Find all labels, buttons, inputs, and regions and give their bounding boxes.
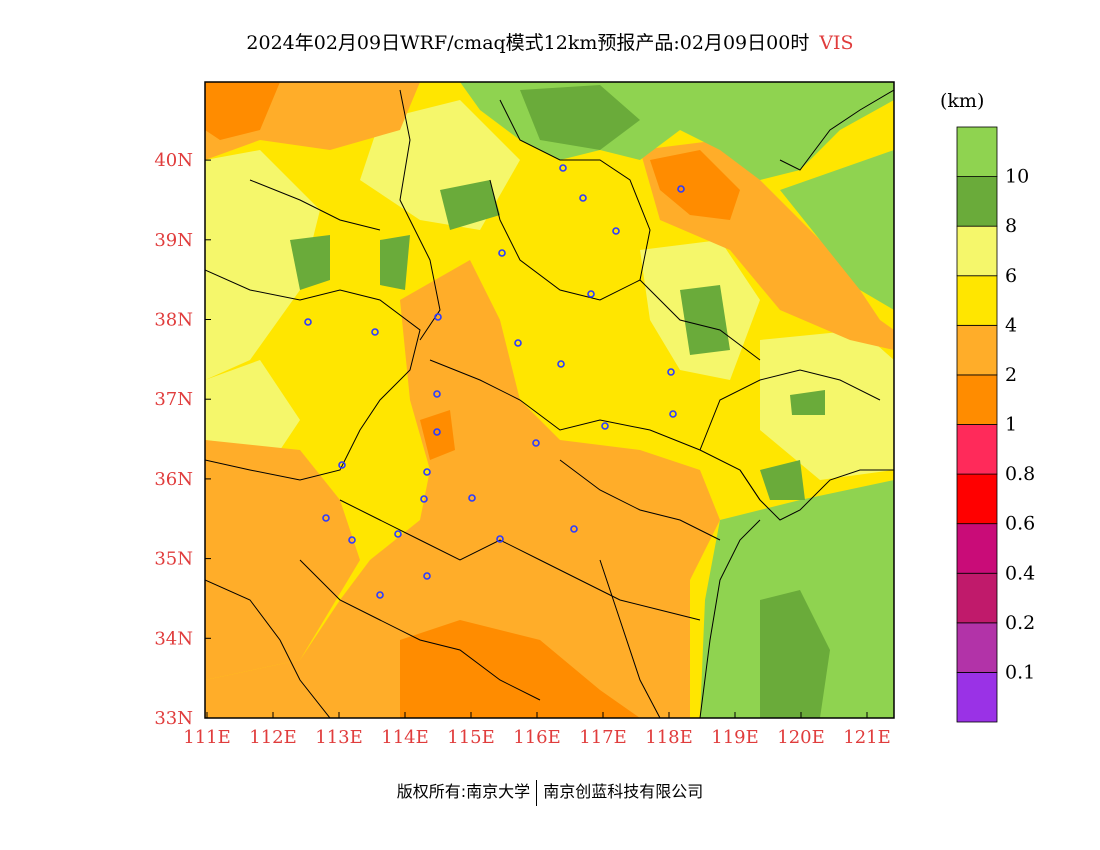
y-tick-label: 39N (154, 230, 193, 251)
colorbar-label: 0.2 (1005, 612, 1035, 634)
x-tick-label: 111E (183, 727, 231, 748)
colorbar-segment (956, 126, 998, 177)
colorbar-label: 8 (1005, 215, 1017, 237)
y-tick-label: 33N (154, 708, 193, 729)
copyright-footer: 版权所有:南京大学 南京创蓝科技有限公司 (0, 778, 1100, 806)
title-variable: VIS (819, 32, 854, 54)
y-tick-label: 35N (154, 549, 193, 570)
colorbar-segment (956, 225, 998, 277)
x-tick-label: 113E (315, 727, 363, 748)
x-tick-label: 116E (513, 727, 561, 748)
colorbar-segment (956, 523, 998, 574)
y-tick-label: 37N (154, 389, 193, 410)
title-main: 2024年02月09日WRF/cmaq模式12km预报产品:02月09日00时 (246, 32, 810, 54)
colorbar-label: 6 (1005, 265, 1017, 287)
colorbar-segment (956, 473, 998, 525)
footer-left: 版权所有:南京大学 (396, 782, 531, 801)
colorbar-segment (956, 176, 998, 227)
x-tick-label: 117E (579, 727, 627, 748)
colorbar-segment (956, 622, 998, 673)
colorbar-segment (956, 324, 998, 376)
y-tick-label: 34N (154, 628, 193, 649)
x-tick-label: 119E (711, 727, 759, 748)
colorbar-segment (956, 374, 998, 425)
colorbar-segment (956, 275, 998, 326)
y-tick-label: 36N (154, 469, 193, 490)
footer-right: 南京创蓝科技有限公司 (543, 782, 704, 801)
map-frame (204, 81, 895, 719)
city-markers (304, 164, 685, 599)
y-tick-label: 38N (154, 310, 193, 331)
x-tick-label: 118E (645, 727, 693, 748)
x-axis: 111E 112E 113E 114E 115E 116E 117E 118E 119E 120E… (183, 712, 891, 748)
x-tick-label: 115E (447, 727, 495, 748)
colorbar-segment (956, 672, 998, 723)
x-tick-label: 120E (777, 727, 825, 748)
colorbar-label: 2 (1005, 364, 1017, 386)
colorbar-label: 10 (1005, 166, 1029, 188)
colorbar-label: 0.8 (1005, 463, 1035, 485)
colorbar-label: 1 (1005, 414, 1017, 436)
x-tick-label: 121E (843, 727, 891, 748)
colorbar-label: 4 (1005, 314, 1017, 336)
x-tick-label: 112E (249, 727, 297, 748)
colorbar-label: 0.1 (1005, 661, 1035, 683)
colorbar-label: 0.4 (1005, 562, 1035, 584)
visibility-field (205, 82, 894, 718)
y-axis: 33N 34N 35N 36N 37N 38N 39N 40N (154, 150, 211, 729)
footer-separator (536, 779, 538, 806)
colorbar: 0.1 0.2 0.4 0.6 0.8 1 2 4 6 8 10 (956, 126, 1035, 723)
colorbar-segment (956, 572, 998, 624)
colorbar-label: 0.6 (1005, 513, 1035, 535)
colorbar-segment (956, 424, 998, 475)
colorbar-unit: (km) (940, 90, 985, 112)
map-title: 2024年02月09日WRF/cmaq模式12km预报产品:02月09日00时 V… (0, 28, 1100, 55)
x-tick-label: 114E (381, 727, 429, 748)
y-tick-label: 40N (154, 150, 193, 171)
